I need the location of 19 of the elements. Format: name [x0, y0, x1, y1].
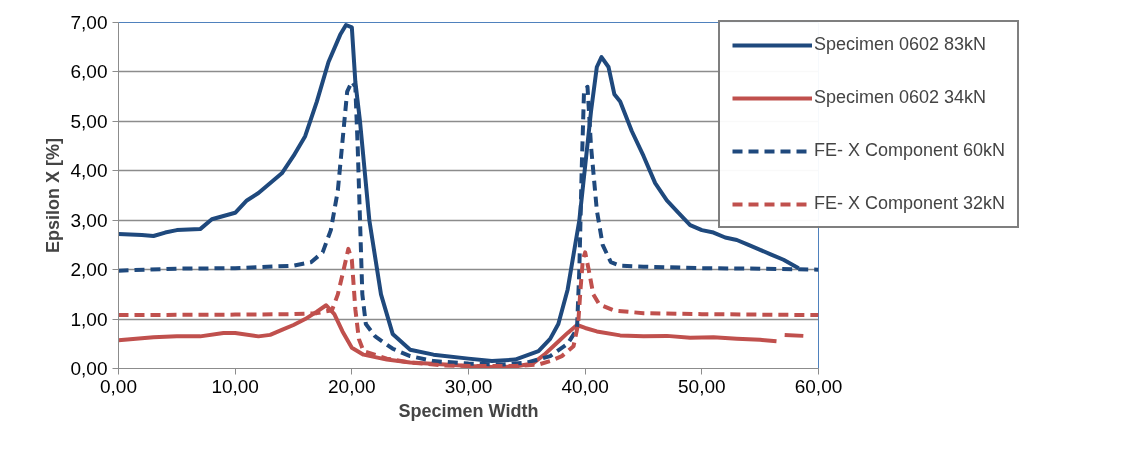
y-axis-title: Epsilon X [%]	[42, 137, 63, 253]
x-tick-label: 60,00	[794, 375, 843, 397]
x-tick-label: 50,00	[678, 375, 726, 397]
legend-label: Specimen 0602 83kN	[814, 34, 987, 55]
y-tick-label: 6,00	[70, 61, 108, 83]
x-axis-title: Specimen Width	[398, 400, 539, 421]
y-tick-label: 5,00	[70, 110, 108, 132]
legend-label: Specimen 0602 34kN	[814, 87, 987, 108]
y-tick-label: 4,00	[70, 160, 108, 182]
x-tick-label: 20,00	[328, 375, 376, 397]
x-tick-label: 30,00	[444, 375, 493, 397]
legend-label: FE- X Component 32kN	[814, 193, 1006, 214]
x-tick-label: 40,00	[561, 375, 609, 397]
y-tick-label: 1,00	[70, 308, 108, 330]
y-tick-label: 7,00	[70, 12, 108, 33]
legend-label: FE- X Component 60kN	[814, 140, 1006, 161]
y-tick-label: 3,00	[70, 209, 108, 231]
y-tick-label: 2,00	[70, 259, 108, 281]
x-tick-label: 10,00	[211, 375, 259, 397]
